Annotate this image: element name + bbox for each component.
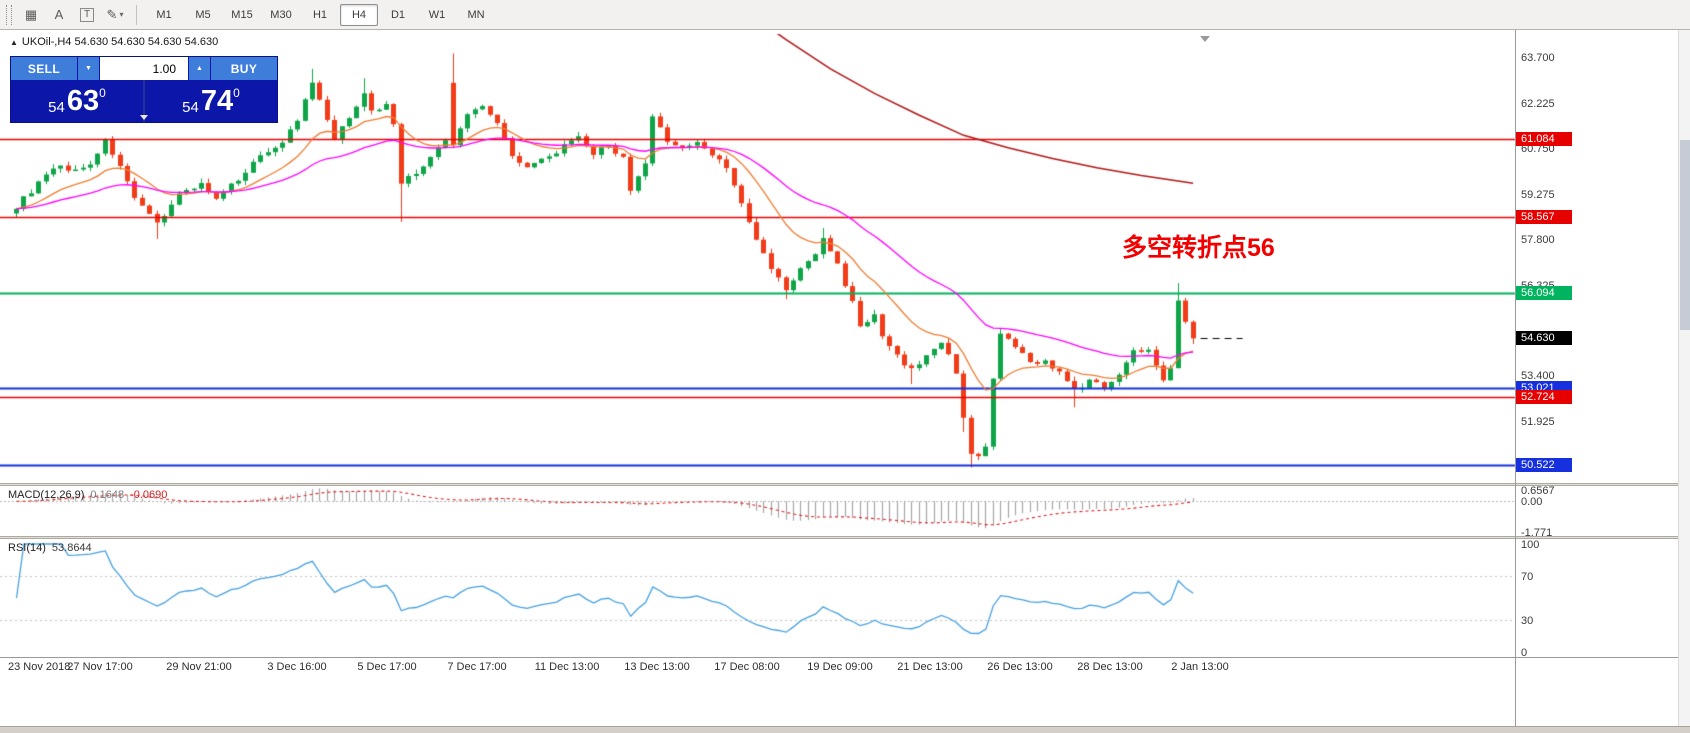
x-axis-label: 3 Dec 16:00 <box>267 661 327 673</box>
macd-axis-label: 0.00 <box>1521 496 1543 509</box>
macd-signal-value: -0.0690 <box>130 489 168 501</box>
time-axis-border <box>0 657 1690 658</box>
volume-decrease-button[interactable]: ▼ <box>78 57 99 80</box>
sell-price-small: 54 <box>48 99 65 116</box>
macd-name: MACD(12,26,9) <box>8 489 85 501</box>
x-axis-label: 29 Nov 21:00 <box>166 661 232 673</box>
macd-axis-label: -1.771 <box>1521 527 1553 539</box>
toolbar: ▦ A T ✎ ▾ M1 M5 M15 M30 H1 H4 D1 W1 MN <box>0 0 1690 30</box>
sell-button[interactable]: SELL <box>11 57 77 80</box>
x-axis-label: 27 Nov 17:00 <box>67 661 133 673</box>
x-axis-label: 26 Dec 13:00 <box>987 661 1053 673</box>
price-tag-58.567: 58.567 <box>1516 209 1572 224</box>
chart-shift-marker-icon <box>1200 36 1210 42</box>
rsi-axis-label: 100 <box>1521 539 1540 551</box>
draw-tools-button[interactable]: ✎ ▾ <box>102 3 128 27</box>
timeframe-button-h1[interactable]: H1 <box>312 8 328 21</box>
macd-axis-label: 0.6567 <box>1521 485 1555 497</box>
timeframe-button-d1[interactable]: D1 <box>390 8 406 21</box>
trade-panel-divider <box>143 80 145 122</box>
chart-overlay: ▲ UKOil-,H4 54.630 54.630 54.630 54.630 S… <box>0 30 1690 733</box>
sell-price-big: 63 <box>66 85 100 117</box>
chevron-down-icon: ▾ <box>119 10 124 19</box>
y-axis-label: 53.400 <box>1521 370 1555 383</box>
y-axis-label: 62.225 <box>1521 97 1555 110</box>
splitter-macd[interactable] <box>0 483 1690 486</box>
timeframe-group: M1 M5 M15 M30 H1 H4 D1 W1 MN <box>145 3 495 26</box>
x-axis-label: 5 Dec 17:00 <box>357 661 417 673</box>
buy-price-big: 74 <box>200 85 234 117</box>
buy-button[interactable]: BUY <box>211 57 277 80</box>
timeframe-button-w1[interactable]: W1 <box>428 8 446 21</box>
macd-indicator-label: MACD(12,26,9) 0.1648 -0.0690 <box>8 489 167 501</box>
timeframe-button-m30[interactable]: M30 <box>270 8 292 21</box>
timeframe-button-m5[interactable]: M5 <box>195 8 211 21</box>
vertical-scrollbar[interactable] <box>1678 30 1690 726</box>
price-tag-52.724: 52.724 <box>1516 390 1572 405</box>
symbol-title: ▲ UKOil-,H4 54.630 54.630 54.630 54.630 <box>10 36 218 48</box>
chart-window: ▲ UKOil-,H4 54.630 54.630 54.630 54.630 S… <box>0 30 1690 733</box>
x-axis-label: 23 Nov 2018 <box>8 661 71 673</box>
splitter-rsi[interactable] <box>0 536 1690 539</box>
y-axis-label: 51.925 <box>1521 415 1555 428</box>
symbol-marker-icon: ▲ <box>10 38 18 47</box>
price-tag-61.084: 61.084 <box>1516 131 1572 146</box>
scrollbar-thumb[interactable] <box>1680 140 1690 330</box>
timeframe-button-mn[interactable]: MN <box>467 8 485 21</box>
pencil-icon: ✎ <box>106 6 118 22</box>
rsi-value: 53.8644 <box>51 542 92 554</box>
symbol-ohlc-text: UKOil-,H4 54.630 54.630 54.630 54.630 <box>21 36 219 48</box>
timeframe-button-m15[interactable]: M15 <box>231 8 253 21</box>
y-axis-label: 59.275 <box>1521 188 1555 201</box>
x-axis-label: 2 Jan 13:00 <box>1171 661 1229 673</box>
x-axis-label: 7 Dec 17:00 <box>447 661 507 673</box>
buy-price-display[interactable]: 54 74 0 <box>145 80 277 122</box>
y-axis-label: 60.750 <box>1521 143 1555 156</box>
rsi-axis-label: 70 <box>1521 571 1534 584</box>
x-axis-label: 28 Dec 13:00 <box>1077 661 1143 673</box>
text-box-icon: T <box>79 7 95 22</box>
buy-price-sup: 0 <box>233 86 240 100</box>
text-label-tool-button[interactable]: A <box>46 3 72 27</box>
trade-panel-caret-icon[interactable] <box>140 115 148 120</box>
x-axis-label: 11 Dec 13:00 <box>534 661 600 673</box>
volume-increase-button[interactable]: ▲ <box>189 57 210 80</box>
current-price-tag: 54.630 <box>1516 331 1572 346</box>
volume-input[interactable]: 1.00 <box>100 57 188 80</box>
macd-value: 0.1648 <box>90 489 125 501</box>
x-axis-label: 13 Dec 13:00 <box>624 661 690 673</box>
grid-tool-button[interactable]: ▦ <box>18 3 44 27</box>
grid-icon: ▦ <box>24 6 38 22</box>
y-axis-label: 57.800 <box>1521 234 1555 247</box>
price-chart-canvas[interactable] <box>0 30 1690 733</box>
buy-price-small: 54 <box>182 99 199 116</box>
y-axis-label: 63.700 <box>1521 52 1555 65</box>
text-box-tool-button[interactable]: T <box>74 3 100 27</box>
toolbar-separator <box>136 4 137 25</box>
toolbar-drag-handle[interactable] <box>6 4 12 25</box>
x-axis-label: 19 Dec 09:00 <box>807 661 873 673</box>
bottom-bar <box>0 726 1690 733</box>
sell-price-sup: 0 <box>99 86 106 100</box>
chart-annotation: 多空转折点56 <box>1122 234 1275 262</box>
text-label-icon: A <box>54 7 64 22</box>
rsi-name: RSI(14) <box>8 542 46 554</box>
price-tag-50.522: 50.522 <box>1516 458 1572 473</box>
price-tag-56.094: 56.094 <box>1516 286 1572 301</box>
price-axis-border <box>1515 30 1516 726</box>
rsi-axis-label: 30 <box>1521 614 1534 627</box>
rsi-indicator-label: RSI(14) 53.8644 <box>8 542 92 554</box>
one-click-trade-panel: SELL ▼ 1.00 ▲ BUY 54 63 0 54 74 0 <box>10 56 278 123</box>
timeframe-button-m1[interactable]: M1 <box>156 8 172 21</box>
x-axis-label: 21 Dec 13:00 <box>897 661 963 673</box>
timeframe-button-h4[interactable]: H4 <box>340 3 378 26</box>
rsi-axis-label: 0 <box>1521 647 1528 659</box>
sell-price-display[interactable]: 54 63 0 <box>11 80 143 122</box>
x-axis-label: 17 Dec 08:00 <box>714 661 780 673</box>
